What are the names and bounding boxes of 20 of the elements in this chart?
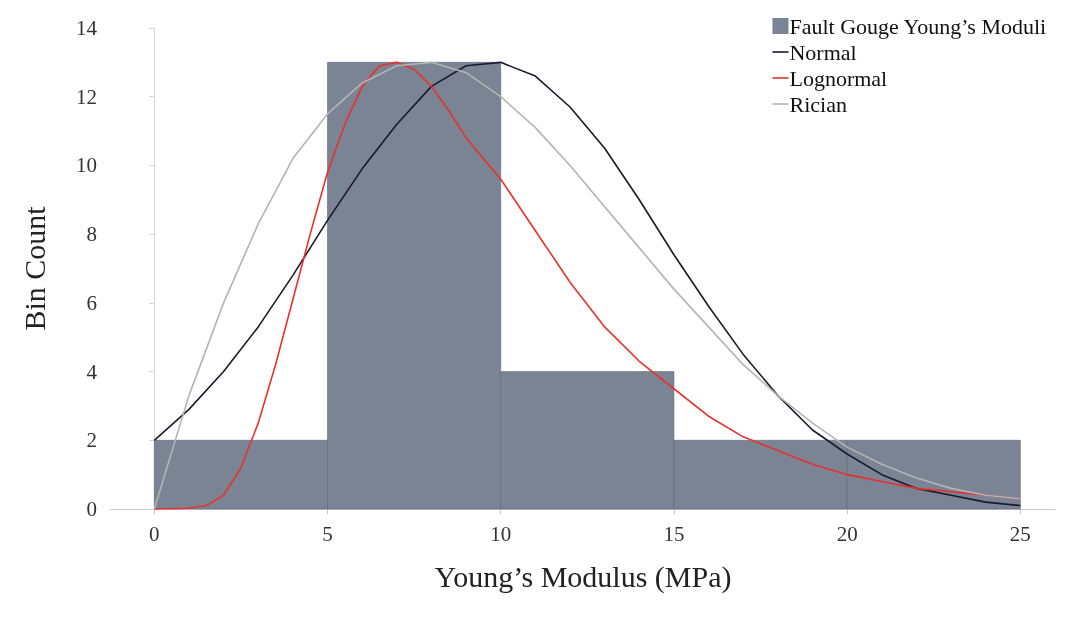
x-tick-label: 20 — [836, 521, 858, 546]
x-tick-label: 25 — [1009, 521, 1031, 546]
y-tick-label: 0 — [86, 497, 97, 521]
x-tick-label: 15 — [663, 521, 685, 546]
y-tick-label: 8 — [86, 222, 97, 247]
legend-label: Normal — [789, 39, 857, 65]
legend-label: Lognormal — [789, 65, 888, 91]
y-tick-label: 4 — [86, 359, 98, 384]
y-tick-label: 6 — [86, 290, 97, 315]
y-tick-label: 2 — [86, 428, 97, 453]
legend-label: Rician — [789, 91, 847, 117]
y-axis-title: Bin Count — [17, 205, 51, 331]
x-tick-label: 5 — [322, 521, 333, 546]
y-tick-label: 14 — [76, 16, 98, 40]
legend-label: Fault Gouge Young’s Moduli — [789, 13, 1047, 39]
x-tick-label: 0 — [149, 521, 160, 546]
y-tick-label: 10 — [76, 153, 97, 178]
y-tick-label: 12 — [76, 84, 97, 109]
x-tick-label: 10 — [490, 521, 512, 546]
x-axis-title: Young’s Modulus (MPa) — [434, 559, 732, 594]
